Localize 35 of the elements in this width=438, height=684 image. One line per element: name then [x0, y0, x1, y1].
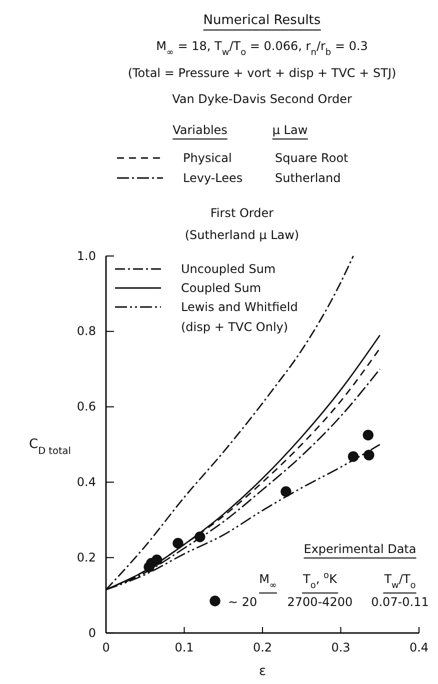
- text: (Total = Pressure + vort + disp + TVC + STJ): [128, 66, 396, 80]
- y-tick-label: 0: [88, 626, 96, 640]
- legend-label: Coupled Sum: [181, 281, 262, 295]
- x-tick-label: 0.3: [331, 640, 350, 655]
- legend-label: ~ 20: [228, 595, 258, 609]
- annotation: T$_{w}$/T$_{o}$: [383, 572, 416, 591]
- y-tick-label: 0.6: [76, 400, 96, 414]
- x-tick-label: 0: [102, 640, 110, 655]
- x-axis-title: ε: [258, 664, 266, 679]
- text: μ Law: [272, 123, 308, 137]
- y-tick-label: 0.2: [76, 550, 96, 564]
- x-tick-label: 0.4: [409, 640, 429, 655]
- legend-label: Physical: [183, 151, 232, 165]
- annotation: 2700-4200: [287, 595, 353, 609]
- y-tick-label: 0.4: [76, 475, 96, 490]
- chart-title: Numerical Results: [203, 13, 321, 28]
- text: (Sutherland μ Law): [184, 228, 300, 242]
- y-axis-title: C$_{D total}$: [29, 437, 71, 456]
- annotation: 0.07-0.11: [371, 595, 429, 609]
- annotation: M$_{∞}$: [259, 572, 277, 591]
- legend-label: Levy-Lees: [183, 171, 243, 185]
- text: Van Dyke-Davis Second Order: [172, 92, 352, 106]
- text: Variables: [172, 123, 228, 137]
- legend-label: Uncoupled Sum: [181, 262, 276, 276]
- text: Sutherland: [275, 171, 341, 185]
- text: M$_{∞}$ = 18, T$_{w}$/T$_{o}$ = 0.066, r$_{n}$/r$_{b}$ = 0.3: [156, 39, 368, 58]
- legend-label: Lewis and Whitfield (disp + TVC Only): [181, 300, 298, 334]
- x-tick-label: 0.1: [174, 640, 194, 655]
- annotation: Experimental Data: [304, 542, 416, 556]
- y-tick-label: 0.8: [76, 324, 96, 338]
- text: First Order: [210, 206, 274, 220]
- y-tick-label: 1.0: [76, 248, 96, 263]
- annotation: T$_{o}$, $^{o}$K: [302, 571, 338, 591]
- x-tick-label: 0.2: [252, 640, 272, 655]
- text: Square Root: [275, 151, 349, 165]
